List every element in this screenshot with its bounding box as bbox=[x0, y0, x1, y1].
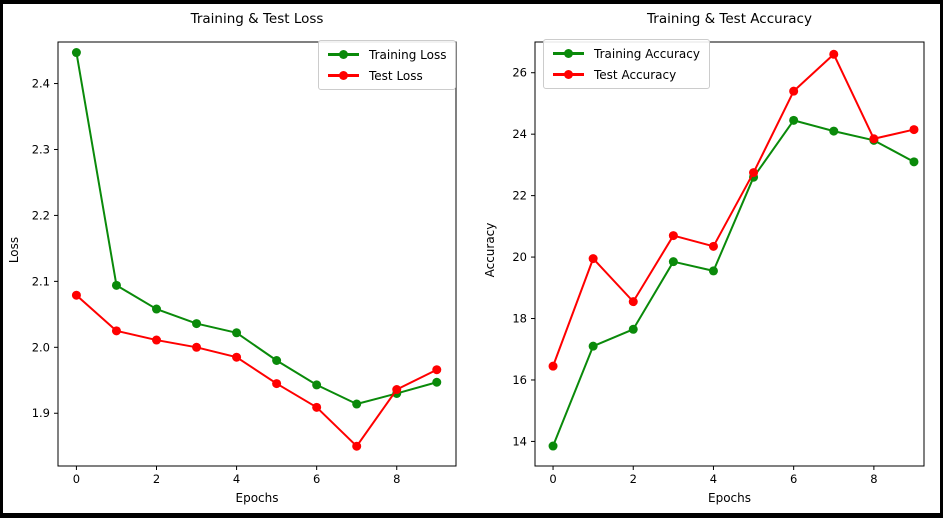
x-tick-label: 2 bbox=[153, 472, 160, 486]
data-point bbox=[668, 257, 678, 267]
data-point bbox=[272, 355, 282, 365]
data-point bbox=[392, 385, 402, 395]
axes-frame bbox=[57, 41, 457, 467]
data-point bbox=[151, 335, 161, 345]
legend-line-marker-sample bbox=[328, 71, 359, 80]
legend-item: Test Loss bbox=[328, 67, 446, 84]
y-tick-label: 2.3 bbox=[32, 142, 50, 156]
axes-frame bbox=[534, 41, 925, 467]
legend-label: Test Loss bbox=[369, 68, 423, 83]
accuracy-xaxis-label: Epochs bbox=[708, 491, 751, 505]
legend-line-marker-sample bbox=[553, 49, 584, 58]
y-tick-label: 26 bbox=[512, 66, 527, 80]
data-point bbox=[352, 399, 362, 409]
data-point bbox=[151, 304, 161, 314]
x-tick-label: 4 bbox=[710, 472, 717, 486]
legend-label: Training Accuracy bbox=[594, 46, 700, 61]
data-point bbox=[432, 377, 442, 387]
x-tick-label: 4 bbox=[233, 472, 240, 486]
y-tick-label: 24 bbox=[512, 127, 527, 141]
series-line bbox=[75, 52, 438, 406]
x-tick-label: 0 bbox=[549, 472, 556, 486]
y-tick-label: 2.2 bbox=[32, 208, 50, 222]
legend-item: Training Accuracy bbox=[553, 45, 700, 62]
y-tick-label: 1.9 bbox=[32, 406, 50, 420]
series-line bbox=[552, 119, 915, 447]
data-point bbox=[829, 49, 839, 59]
series-line bbox=[75, 294, 438, 448]
y-tick-label: 18 bbox=[512, 312, 527, 326]
data-point bbox=[312, 380, 322, 390]
loss-chart-title: Training & Test Loss bbox=[190, 11, 324, 27]
series-line bbox=[552, 53, 915, 367]
data-point bbox=[111, 280, 121, 290]
legend-label: Training Loss bbox=[369, 47, 447, 62]
accuracy-chart-title: Training & Test Accuracy bbox=[647, 11, 812, 27]
data-point bbox=[829, 126, 839, 136]
y-tick-label: 14 bbox=[512, 434, 527, 448]
data-point bbox=[432, 365, 442, 375]
x-tick-label: 6 bbox=[313, 472, 320, 486]
y-tick-label: 16 bbox=[512, 373, 527, 387]
x-tick-label: 8 bbox=[393, 472, 400, 486]
data-point bbox=[232, 328, 242, 338]
data-point bbox=[909, 125, 919, 135]
legend-label: Test Accuracy bbox=[594, 67, 677, 82]
data-point bbox=[789, 86, 799, 96]
data-point bbox=[192, 342, 202, 352]
data-point bbox=[628, 297, 638, 307]
accuracy-yaxis-label: Accuracy bbox=[483, 222, 497, 278]
legend-line-marker-sample bbox=[553, 70, 584, 79]
data-point bbox=[909, 157, 919, 167]
y-tick-label: 2.1 bbox=[32, 274, 50, 288]
data-point bbox=[548, 361, 558, 371]
data-point bbox=[71, 290, 81, 300]
legend-item: Training Loss bbox=[328, 46, 446, 63]
y-tick-label: 22 bbox=[512, 189, 527, 203]
data-point bbox=[312, 402, 322, 412]
data-point bbox=[588, 341, 598, 351]
data-point bbox=[708, 241, 718, 251]
legend-item: Test Accuracy bbox=[553, 66, 700, 83]
x-tick-label: 8 bbox=[870, 472, 877, 486]
data-point bbox=[789, 115, 799, 125]
loss-yaxis-label: Loss bbox=[7, 236, 21, 264]
data-point bbox=[232, 352, 242, 362]
accuracy-legend: Training Accuracy Test Accuracy bbox=[543, 39, 710, 89]
x-tick-label: 0 bbox=[73, 472, 80, 486]
y-tick-label: 2.0 bbox=[32, 340, 50, 354]
y-tick-label: 2.4 bbox=[32, 77, 50, 91]
data-point bbox=[749, 168, 759, 178]
data-point bbox=[869, 134, 879, 144]
data-point bbox=[588, 254, 598, 264]
x-tick-label: 6 bbox=[790, 472, 797, 486]
data-point bbox=[548, 441, 558, 451]
data-point bbox=[668, 231, 678, 241]
legend-line-marker-sample bbox=[328, 50, 359, 59]
plots-canvas: 0 2 4 6 81.92.02.12.22.32.40 2 4 6 8141618202224… bbox=[32, 41, 925, 486]
loss-legend: Training Loss Test Loss bbox=[318, 40, 457, 90]
x-tick-label: 2 bbox=[630, 472, 637, 486]
data-point bbox=[192, 319, 202, 329]
data-point bbox=[708, 266, 718, 276]
y-tick-label: 20 bbox=[512, 250, 527, 264]
data-point bbox=[71, 48, 81, 58]
loss-xaxis-label: Epochs bbox=[235, 491, 279, 505]
data-point bbox=[272, 379, 282, 389]
data-point bbox=[628, 324, 638, 334]
data-point bbox=[111, 326, 121, 336]
data-point bbox=[352, 441, 362, 451]
